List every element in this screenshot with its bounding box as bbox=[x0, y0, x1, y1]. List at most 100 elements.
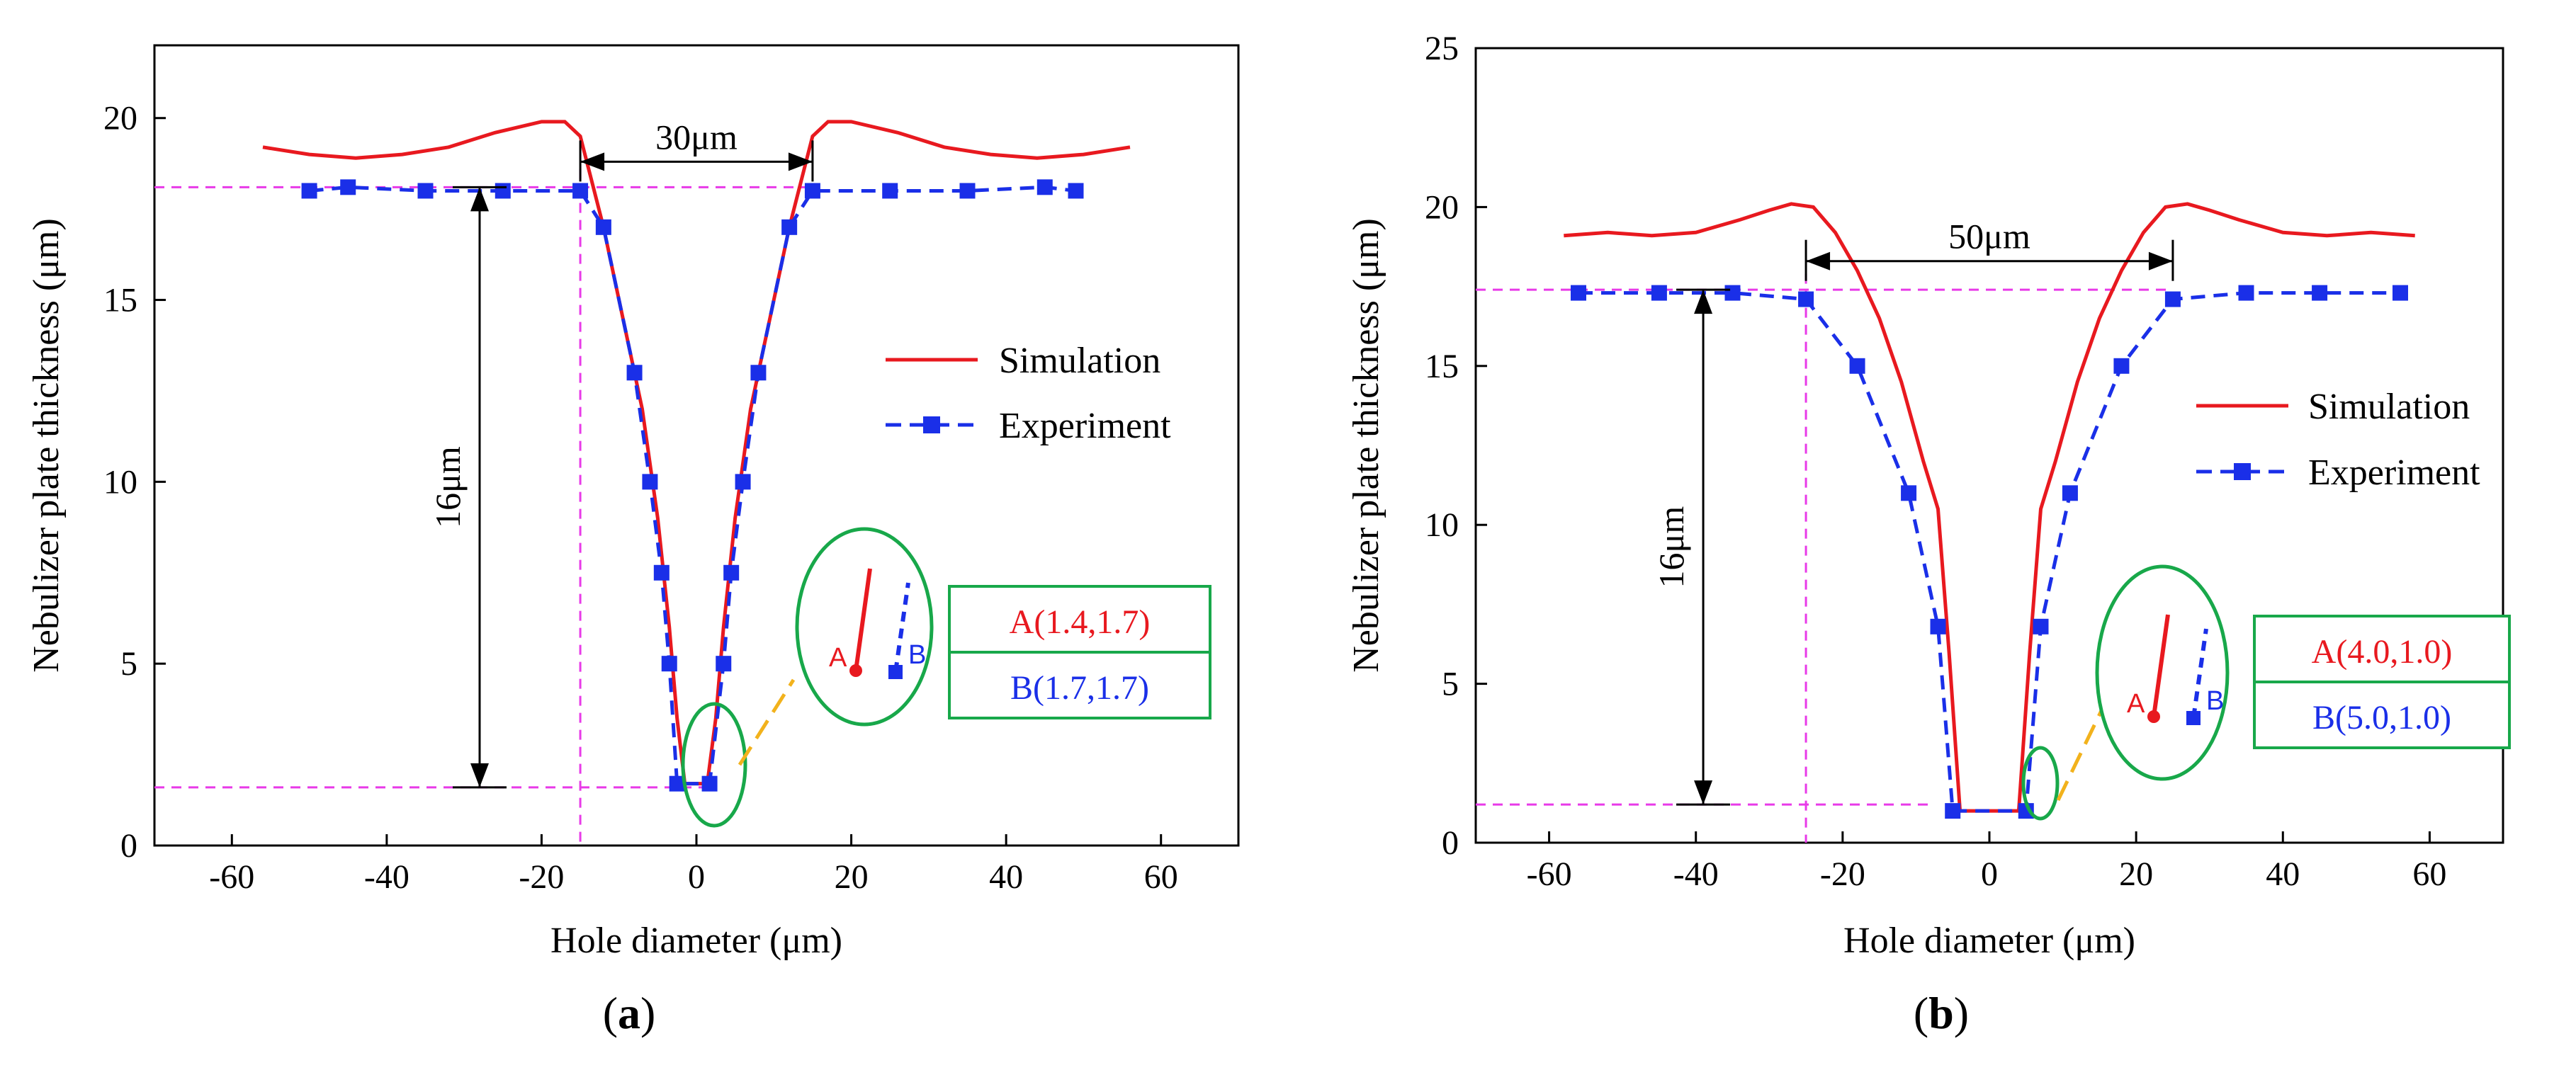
x-tick-label: 20 bbox=[2119, 855, 2153, 893]
legend-simulation-label: Simulation bbox=[999, 341, 1160, 381]
series-line-experiment bbox=[309, 185, 1076, 786]
data-point bbox=[2164, 291, 2181, 307]
zoom-simulation-line bbox=[854, 568, 872, 671]
y-axis-label: Nebulizer plate thickness (μm) bbox=[26, 218, 67, 673]
data-point bbox=[653, 564, 670, 581]
y-tick-label: 25 bbox=[1425, 30, 1459, 67]
legend-experiment-label: Experiment bbox=[999, 406, 1171, 446]
point-a-label: A(1.4,1.7) bbox=[1010, 603, 1151, 641]
zoom-ellipse bbox=[795, 527, 934, 727]
zoom-connector bbox=[738, 678, 796, 766]
marker-a-label: A bbox=[829, 643, 847, 673]
legend-experiment-label: Experiment bbox=[2308, 453, 2480, 493]
x-tick-label: -20 bbox=[1820, 855, 1865, 893]
data-point bbox=[1651, 285, 1667, 301]
zoom-ellipse bbox=[2095, 564, 2230, 781]
x-tick-label: 60 bbox=[2412, 855, 2446, 893]
data-point bbox=[2033, 618, 2049, 634]
arrow-head bbox=[1694, 780, 1713, 805]
legend-experiment-marker bbox=[2234, 463, 2251, 480]
data-point bbox=[701, 775, 718, 792]
data-point bbox=[1901, 485, 1917, 501]
x-axis-ticks: -60 -40 -20 0 20 40 60 bbox=[1527, 831, 2446, 893]
data-point bbox=[572, 183, 589, 199]
data-point bbox=[2238, 285, 2254, 301]
zoom-experiment-line bbox=[893, 582, 910, 673]
data-point bbox=[417, 183, 434, 199]
zoom-connector bbox=[2056, 696, 2110, 802]
measurement-annotations: 30μm 16μm bbox=[428, 117, 814, 789]
legend-simulation-label: Simulation bbox=[2308, 387, 2470, 427]
arrow-head bbox=[2148, 251, 2173, 271]
data-point bbox=[495, 183, 511, 199]
x-tick-label: 40 bbox=[2266, 855, 2300, 893]
zoom-simulation-line bbox=[2152, 614, 2170, 717]
data-point bbox=[1724, 285, 1741, 301]
y-tick-label: 5 bbox=[1442, 666, 1459, 703]
data-point bbox=[2018, 803, 2034, 819]
y-tick-label: 10 bbox=[103, 463, 137, 501]
data-point bbox=[2393, 285, 2408, 301]
legend-experiment-marker bbox=[923, 416, 940, 433]
x-tick-label: 0 bbox=[1981, 855, 1998, 893]
point-b-label: B(5.0,1.0) bbox=[2312, 699, 2451, 736]
arrow-head bbox=[1694, 290, 1713, 314]
marker-b-label: B bbox=[908, 640, 926, 670]
data-point bbox=[669, 775, 685, 792]
y-tick-label: 15 bbox=[103, 282, 137, 319]
series-group bbox=[1564, 202, 2415, 819]
y-axis-label: Nebulizer plate thickness (μm) bbox=[1346, 218, 1386, 673]
height-label: 16μm bbox=[1651, 506, 1691, 588]
height-label: 16μm bbox=[428, 446, 468, 528]
y-tick-label: 5 bbox=[120, 645, 137, 683]
guide-lines bbox=[1476, 273, 2173, 843]
data-point bbox=[2312, 285, 2328, 301]
x-axis-label: Hole diameter (μm) bbox=[1843, 921, 2135, 961]
series-line-experiment bbox=[1578, 291, 2400, 813]
data-point bbox=[340, 179, 356, 195]
panel-label-a: (a) bbox=[603, 988, 656, 1038]
y-tick-label: 10 bbox=[1425, 506, 1459, 544]
data-point bbox=[1930, 618, 1946, 634]
data-point bbox=[959, 183, 976, 199]
measurement-annotations: 50μm 16μm bbox=[1651, 217, 2174, 806]
marker-b-label: B bbox=[2206, 686, 2224, 716]
width-label: 30μm bbox=[655, 117, 738, 156]
data-point bbox=[301, 183, 317, 199]
data-point bbox=[735, 474, 751, 490]
data-point bbox=[1068, 183, 1084, 199]
point-value-box: A(1.4,1.7) B(1.7,1.7) bbox=[948, 585, 1211, 719]
x-tick-label: -20 bbox=[519, 858, 564, 896]
point-b-marker bbox=[888, 665, 903, 679]
x-axis-ticks: -60 -40 -20 0 20 40 60 bbox=[209, 834, 1178, 896]
point-value-box: A(4.0,1.0) B(5.0,1.0) bbox=[2253, 615, 2511, 749]
point-a-label: A(4.0,1.0) bbox=[2312, 633, 2453, 671]
width-label: 50μm bbox=[1948, 217, 2030, 256]
data-point bbox=[1798, 291, 1814, 307]
legend: Simulation Experiment bbox=[886, 341, 1171, 446]
y-axis-ticks: 0 5 10 15 20 bbox=[103, 100, 166, 865]
arrow-head bbox=[580, 152, 605, 171]
y-tick-label: 0 bbox=[120, 827, 137, 865]
x-tick-label: -40 bbox=[1673, 855, 1719, 893]
data-point bbox=[1036, 179, 1053, 195]
series-group bbox=[262, 120, 1131, 792]
data-point bbox=[882, 183, 898, 199]
point-a-marker bbox=[2147, 710, 2160, 723]
data-point bbox=[642, 474, 658, 490]
data-point bbox=[723, 564, 740, 581]
data-point bbox=[661, 656, 677, 672]
legend: Simulation Experiment bbox=[2196, 387, 2480, 493]
data-point bbox=[2062, 485, 2078, 501]
arrow-head bbox=[788, 152, 813, 171]
point-b-marker bbox=[2186, 711, 2201, 725]
x-tick-label: 0 bbox=[688, 858, 705, 896]
highlight-circle bbox=[2021, 746, 2060, 821]
arrow-head bbox=[470, 187, 489, 212]
arrow-head bbox=[1806, 251, 1831, 271]
x-tick-label: -60 bbox=[209, 858, 254, 896]
x-tick-label: 40 bbox=[989, 858, 1023, 896]
